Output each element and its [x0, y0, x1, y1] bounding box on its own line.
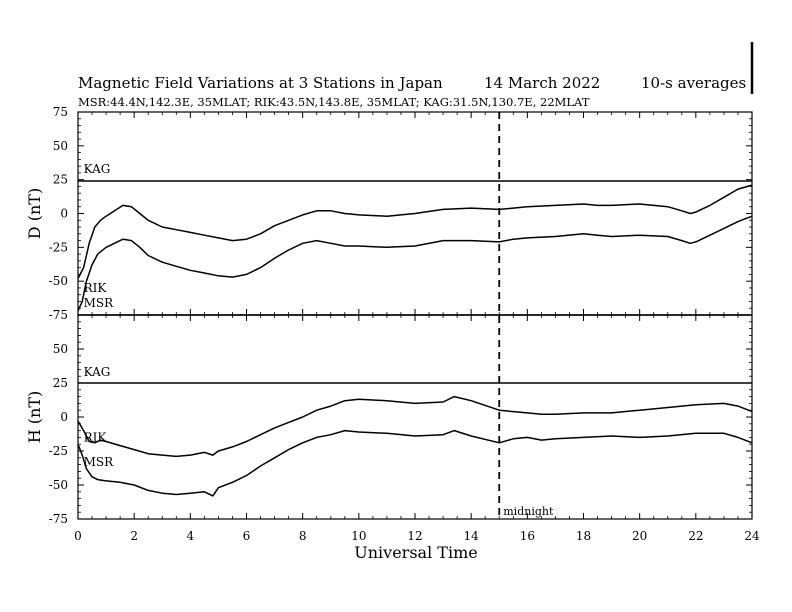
series-line-h-rik-1: [77, 395, 753, 458]
x-axis-label: Universal Time: [354, 543, 477, 562]
chart-date: 14 March 2022: [484, 74, 600, 92]
y-tick-label: 25: [53, 376, 68, 390]
x-tick-label: 2: [130, 529, 138, 543]
y-tick-label: -25: [49, 240, 68, 254]
chart-averaging: 10-s averages: [641, 74, 746, 92]
station-label-msr: MSR: [84, 296, 115, 310]
series-line-d-rik-2: [77, 215, 753, 312]
chart-subtitle: MSR:44.4N,142.3E, 35MLAT; RIK:43.5N,143.…: [78, 95, 590, 109]
station-label-rik: RIK: [84, 281, 108, 295]
station-label-kag: KAG: [84, 162, 111, 176]
y-tick-label: -50: [49, 274, 68, 288]
x-tick-label: 20: [632, 529, 647, 543]
x-tick-label: 24: [744, 529, 760, 543]
series-line-h-msr-2: [77, 429, 753, 497]
x-tick-label: 12: [407, 529, 422, 543]
x-tick-label: 14: [464, 529, 480, 543]
x-tick-label: 8: [299, 529, 307, 543]
x-tick-label: 22: [688, 529, 703, 543]
y-tick-label: 50: [53, 342, 68, 356]
x-tick-label: 10: [351, 529, 366, 543]
station-label-msr: MSR: [84, 455, 115, 469]
x-tick-label: 16: [520, 529, 535, 543]
y-tick-label: -75: [49, 308, 68, 322]
panel-frame-h: [77, 314, 753, 520]
station-label-kag: KAG: [84, 365, 111, 379]
panel-h: 50 25 0 -25 -50 -75 H (nT) MSR KAG RIK MSR: [25, 296, 753, 526]
x-tick-label: 4: [187, 529, 195, 543]
y-tick-label: 0: [60, 207, 68, 221]
y-tick-label: 25: [53, 173, 68, 187]
panel-d: 75 50 25 0 -25 -50 -75 D (nT) KAG RIK: [25, 105, 753, 322]
series-line-d-unnamed-1: [77, 184, 753, 279]
y-tick-label: -25: [49, 444, 68, 458]
y-tick-label: -50: [49, 478, 68, 492]
y-tick-label: 75: [53, 105, 68, 119]
x-tick-label: 6: [243, 529, 251, 543]
y-axis-label-h: H (nT): [25, 391, 44, 444]
x-tick-label: 0: [74, 529, 82, 543]
x-axis: 0 2 4 6 8 10 12 14 16 18 20 22 24: [74, 112, 760, 543]
y-axis-label-d: D (nT): [25, 188, 44, 239]
station-label-rik: RIK: [84, 430, 108, 444]
x-tick-label: 18: [576, 529, 591, 543]
y-tick-label: 50: [53, 139, 68, 153]
midnight-label: midnight: [503, 505, 554, 518]
y-tick-label: -75: [49, 512, 68, 526]
y-tick-label: 0: [60, 410, 68, 424]
chart-title: Magnetic Field Variations at 3 Stations …: [78, 74, 443, 92]
